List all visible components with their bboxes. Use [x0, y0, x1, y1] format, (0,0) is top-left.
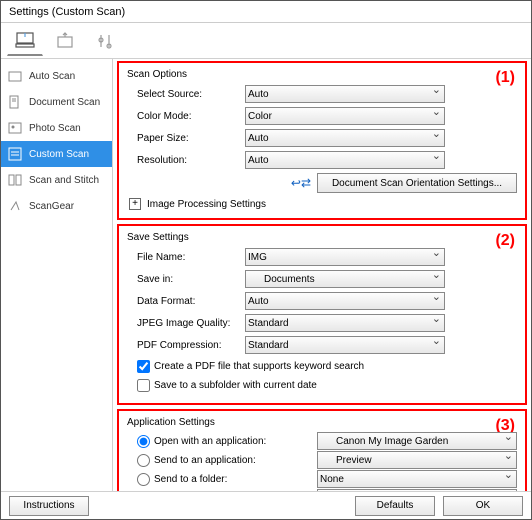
- image-processing-expand[interactable]: + Image Processing Settings: [127, 198, 517, 210]
- open-app-label: Open with an application:: [154, 436, 300, 447]
- color-mode-dropdown[interactable]: Color: [245, 107, 445, 125]
- sidebar-item-label: Auto Scan: [29, 71, 75, 82]
- footer: Instructions Defaults OK: [1, 491, 531, 519]
- radio-send-app[interactable]: [137, 454, 150, 467]
- sidebar-item-custom-scan[interactable]: Custom Scan: [1, 141, 112, 167]
- radio-send-folder[interactable]: [137, 473, 150, 486]
- top-toolbar: [1, 23, 531, 59]
- data-format-dropdown[interactable]: Auto: [245, 292, 445, 310]
- attach-email-dropdown[interactable]: None (Attach Manually): [317, 489, 517, 491]
- sidebar-item-document-scan[interactable]: Document Scan: [1, 89, 112, 115]
- body: Auto Scan Document Scan Photo Scan Custo…: [1, 59, 531, 491]
- section-app-settings: (3) Application Settings Open with an ap…: [117, 409, 527, 491]
- section-title-1: Scan Options: [127, 69, 517, 80]
- open-app-dropdown[interactable]: Canon My Image Garden: [317, 432, 517, 450]
- send-app-dropdown[interactable]: Preview: [317, 451, 517, 469]
- sidebar: Auto Scan Document Scan Photo Scan Custo…: [1, 59, 113, 491]
- title-bar: Settings (Custom Scan): [1, 1, 531, 23]
- radio-open-app[interactable]: [137, 435, 150, 448]
- defaults-button[interactable]: Defaults: [355, 496, 435, 516]
- scan-stitch-icon: [7, 172, 23, 188]
- tab-scan-from-panel[interactable]: [47, 26, 83, 56]
- paper-size-label: Paper Size:: [127, 133, 245, 144]
- send-folder-label: Send to a folder:: [154, 474, 300, 485]
- chk-subfolder[interactable]: [137, 379, 150, 392]
- document-scan-icon: [7, 94, 23, 110]
- sidebar-item-auto-scan[interactable]: Auto Scan: [1, 63, 112, 89]
- instructions-button[interactable]: Instructions: [9, 496, 89, 516]
- section-scan-options: (1) Scan Options Select Source: Auto Col…: [117, 61, 527, 220]
- auto-scan-icon: [7, 68, 23, 84]
- color-mode-label: Color Mode:: [127, 111, 245, 122]
- refresh-icon[interactable]: ↩⇄: [291, 176, 311, 190]
- resolution-label: Resolution:: [127, 155, 245, 166]
- plus-icon: +: [129, 198, 141, 210]
- send-app-label: Send to an application:: [154, 455, 300, 466]
- paper-size-dropdown[interactable]: Auto: [245, 129, 445, 147]
- tab-general-settings[interactable]: [87, 26, 123, 56]
- section-marker-2: (2): [495, 232, 515, 250]
- scangear-icon: [7, 198, 23, 214]
- custom-scan-icon: [7, 146, 23, 162]
- sidebar-item-label: Document Scan: [29, 97, 100, 108]
- section-save-settings: (2) Save Settings File Name: IMG Save in…: [117, 224, 527, 405]
- tab-scan-from-computer[interactable]: [7, 26, 43, 56]
- select-source-label: Select Source:: [127, 89, 245, 100]
- main-panel: (1) Scan Options Select Source: Auto Col…: [113, 59, 531, 491]
- jpeg-quality-dropdown[interactable]: Standard: [245, 314, 445, 332]
- sidebar-item-label: ScanGear: [29, 201, 74, 212]
- window-title: Settings (Custom Scan): [9, 6, 125, 18]
- save-in-dropdown[interactable]: Documents: [245, 270, 445, 288]
- file-name-dropdown[interactable]: IMG: [245, 248, 445, 266]
- section-title-3: Application Settings: [127, 417, 517, 428]
- pdf-compression-dropdown[interactable]: Standard: [245, 336, 445, 354]
- image-processing-label: Image Processing Settings: [147, 199, 266, 210]
- resolution-dropdown[interactable]: Auto: [245, 151, 445, 169]
- ok-button[interactable]: OK: [443, 496, 523, 516]
- chk-pdf-keyword[interactable]: [137, 360, 150, 373]
- sidebar-item-label: Scan and Stitch: [29, 175, 99, 186]
- chk-subfolder-label: Save to a subfolder with current date: [154, 380, 317, 391]
- sidebar-item-label: Photo Scan: [29, 123, 81, 134]
- jpeg-quality-label: JPEG Image Quality:: [127, 318, 245, 329]
- sidebar-item-scan-stitch[interactable]: Scan and Stitch: [1, 167, 112, 193]
- data-format-label: Data Format:: [127, 296, 245, 307]
- settings-window: Settings (Custom Scan) Auto Scan Documen…: [0, 0, 532, 520]
- sidebar-item-photo-scan[interactable]: Photo Scan: [1, 115, 112, 141]
- select-source-dropdown[interactable]: Auto: [245, 85, 445, 103]
- orientation-settings-button[interactable]: Document Scan Orientation Settings...: [317, 173, 517, 193]
- section-title-2: Save Settings: [127, 232, 517, 243]
- chk-pdf-keyword-label: Create a PDF file that supports keyword …: [154, 361, 364, 372]
- photo-scan-icon: [7, 120, 23, 136]
- file-name-label: File Name:: [127, 252, 245, 263]
- sidebar-item-label: Custom Scan: [29, 149, 89, 160]
- save-in-label: Save in:: [127, 274, 245, 285]
- section-marker-1: (1): [495, 69, 515, 87]
- pdf-compression-label: PDF Compression:: [127, 340, 245, 351]
- sidebar-item-scangear[interactable]: ScanGear: [1, 193, 112, 219]
- send-folder-dropdown[interactable]: None: [317, 470, 517, 488]
